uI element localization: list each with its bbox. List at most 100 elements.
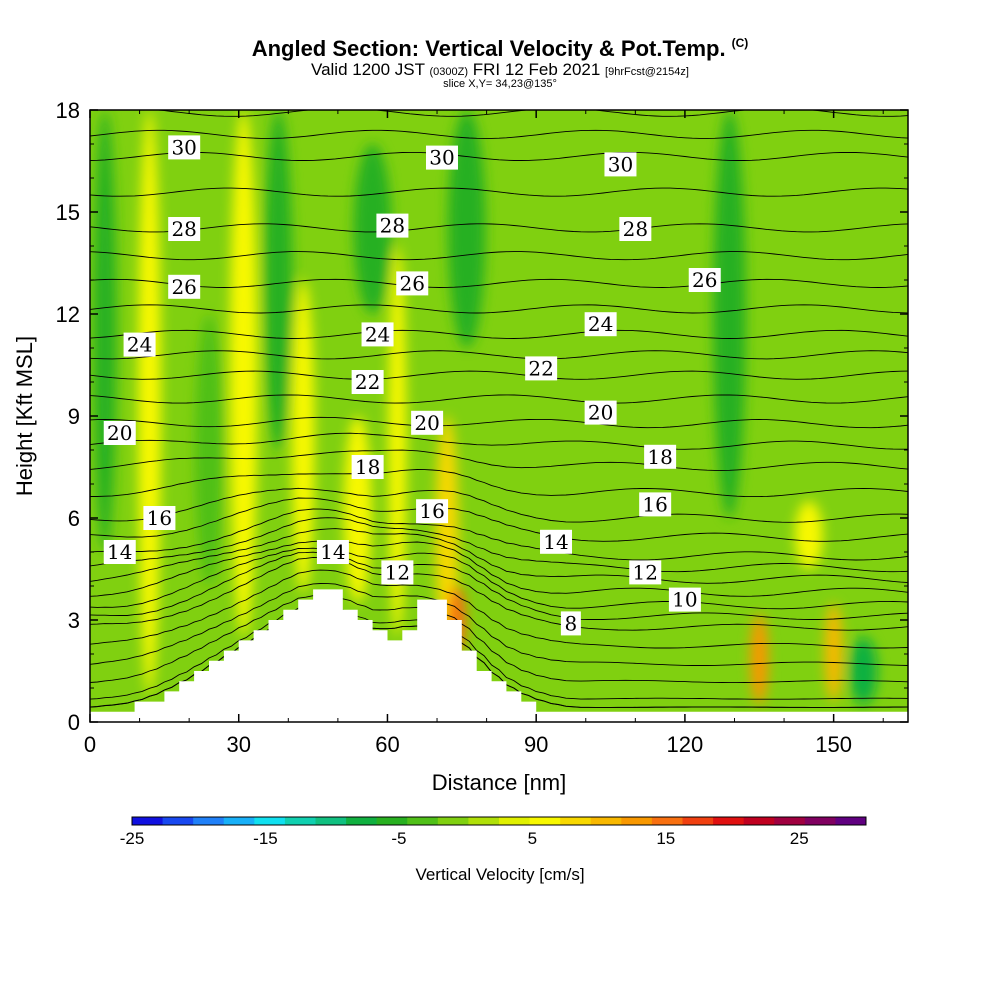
colorbar-swatch (529, 817, 561, 825)
theta-label-28-23: 28 (168, 217, 201, 241)
theta-label-30-28: 30 (604, 152, 637, 177)
updraft-feature-7 (138, 110, 161, 695)
theta-label-20-12: 20 (103, 421, 136, 445)
valid-prefix: Valid 1200 JST (311, 60, 425, 79)
theta-contour-4 (90, 605, 908, 700)
theta-contour-31 (90, 129, 908, 139)
colorbar-swatch (223, 817, 255, 825)
theta-label-16-7: 16 (143, 506, 176, 530)
theta-label-28-24: 28 (376, 213, 409, 238)
valid-time-line: Valid 1200 JST (0300Z) FRI 12 Feb 2021 [… (0, 60, 1000, 80)
theta-label-14-6: 14 (540, 529, 573, 554)
theta-label-14-4: 14 (103, 540, 136, 564)
colorbar-swatch (804, 817, 836, 825)
x-axis: 0 30 60 90 120 150 (84, 110, 884, 757)
colorbar-swatch (376, 817, 408, 825)
theta-contour-16 (90, 487, 908, 523)
colorbar-tick-label: -25 (120, 829, 145, 848)
y-axis: 0 3 6 9 12 15 18 (56, 98, 908, 735)
svg-text:14: 14 (320, 540, 345, 564)
colorbar-swatch (254, 817, 286, 825)
colorbar-swatch (590, 817, 622, 825)
colorbar-swatch (437, 817, 469, 825)
y-tick-label: 3 (68, 608, 80, 633)
colorbar-swatch (682, 817, 714, 825)
svg-text:30: 30 (171, 135, 196, 159)
x-tick-label: 60 (375, 732, 399, 757)
svg-text:24: 24 (127, 333, 152, 357)
theta-label-16-8: 16 (416, 499, 449, 524)
page-title: Angled Section: Vertical Velocity & Pot.… (0, 36, 1000, 62)
theta-contour-11 (90, 540, 908, 597)
valid-date: FRI 12 Feb 2021 (472, 60, 601, 79)
svg-text:22: 22 (528, 356, 553, 380)
theta-label-8-0: 8 (560, 611, 581, 636)
svg-text:30: 30 (429, 146, 454, 170)
svg-text:28: 28 (380, 214, 405, 238)
theta-label-24-19: 24 (584, 312, 617, 337)
theta-label-24-18: 24 (361, 322, 394, 347)
theta-label-30-26: 30 (168, 135, 201, 160)
colorbar-swatch (835, 817, 867, 825)
svg-text:20: 20 (107, 421, 132, 445)
theta-contour-5 (90, 595, 908, 684)
theta-contour-8 (90, 556, 908, 631)
theta-contours (90, 86, 908, 708)
colorbar-tick-label: -5 (391, 829, 406, 848)
colorbar: -25 -15 -5 5 15 25 (120, 816, 867, 848)
slice-note: slice X,Y= 34,23@135° (443, 78, 557, 90)
y-tick-label: 9 (68, 404, 80, 429)
colorbar-swatch (651, 817, 683, 825)
theta-contour-13 (90, 517, 908, 573)
theta-label-20-14: 20 (584, 400, 617, 425)
y-tick-label: 15 (56, 200, 80, 225)
theta-label-10-1: 10 (668, 587, 701, 612)
x-axis-label: Distance [nm] (432, 770, 567, 795)
colorbar-tick-label: 5 (528, 829, 537, 848)
field-background (90, 110, 908, 722)
colorbar-swatch (132, 817, 164, 825)
x-tick-label: 150 (815, 732, 852, 757)
colorbar-swatch (743, 817, 775, 825)
title-tag: (C) (731, 36, 749, 50)
theta-contour-17 (90, 469, 908, 498)
colorbar-swatch (193, 817, 225, 825)
chart-title: Angled Section: Vertical Velocity & Pot.… (251, 36, 726, 61)
theta-contour-12 (90, 528, 908, 584)
theta-contour-19 (90, 432, 908, 450)
valid-utc: (0300Z) (429, 66, 468, 78)
svg-text:12: 12 (633, 560, 658, 584)
svg-text:14: 14 (107, 540, 132, 564)
svg-text:20: 20 (588, 401, 613, 425)
svg-text:10: 10 (672, 588, 697, 612)
theta-contour-7 (90, 569, 908, 649)
y-tick-label: 6 (68, 506, 80, 531)
theta-label-18-10: 18 (351, 455, 384, 479)
theta-contour-33 (90, 86, 908, 94)
theta-label-26-22: 26 (688, 268, 721, 292)
colorbar-tick-label: 25 (790, 829, 809, 848)
colorbar-tick-label: 15 (656, 829, 675, 848)
colorbar-swatch (774, 817, 806, 825)
colorbar-swatch (407, 817, 439, 825)
svg-text:14: 14 (543, 530, 568, 554)
theta-contour-6 (90, 583, 908, 666)
y-axis-label: Height [Kft MSL] (12, 336, 37, 496)
colorbar-swatch (315, 817, 347, 825)
theta-label-22-15: 22 (351, 370, 384, 394)
theta-label-14-5: 14 (316, 540, 349, 564)
theta-contour-24 (90, 329, 908, 339)
theta-label-20-13: 20 (411, 410, 444, 435)
forecast-tag: [9hrFcst@2154z] (605, 66, 689, 78)
theta-label-22-16: 22 (525, 356, 558, 381)
svg-text:26: 26 (400, 271, 425, 295)
updraft-feature-8 (229, 110, 258, 637)
svg-text:28: 28 (623, 217, 648, 241)
x-tick-label: 90 (524, 732, 548, 757)
downdraft-feature-3 (353, 144, 392, 314)
terrain (90, 589, 908, 722)
svg-text:24: 24 (365, 322, 390, 346)
theta-contour-23 (90, 350, 908, 360)
svg-text:18: 18 (647, 445, 672, 469)
